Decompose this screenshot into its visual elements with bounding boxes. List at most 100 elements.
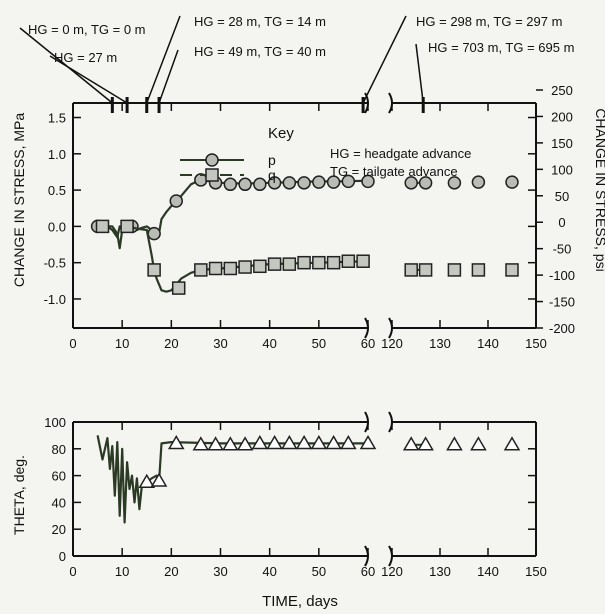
theta-axes: 0 20 40 60 80 100 0 10 20 30 40 50 60 120 130 140 150 <box>44 411 547 579</box>
p-point <box>418 176 433 190</box>
psi-tick-label: -50 <box>553 242 572 257</box>
annotation-hg49-pointer <box>158 49 179 104</box>
p-point <box>267 176 282 190</box>
theta-point <box>470 436 487 451</box>
y-tick-label: 80 <box>52 442 66 457</box>
stress-right-y-axis-label: CHANGE IN STRESS, psi <box>593 108 605 271</box>
stress-y-axis-label: CHANGE IN STRESS, MPa <box>11 113 27 287</box>
x-tick-label: 150 <box>525 564 547 579</box>
psi-tick-label: 150 <box>551 136 573 151</box>
theta-point <box>310 434 328 450</box>
x-tick-label: 0 <box>69 564 76 579</box>
theta-y-axis-label: THETA, deg. <box>11 455 27 535</box>
stress-chart: -1.0 -0.5 0.0 0.5 1.0 1.5 0 10 20 30 40 50 60 120 130 1… <box>11 83 605 351</box>
x-tick-label: 10 <box>115 564 129 579</box>
key-legend: Key p q HG = headgate advance TG = tailg… <box>180 125 471 183</box>
y-tick-label: 0.0 <box>48 219 66 234</box>
x-tick-label: 40 <box>262 336 276 351</box>
theta-point <box>192 436 210 451</box>
stress-axes: -1.0 -0.5 0.0 0.5 1.0 1.5 0 10 20 30 40 50 60 120 130 1… <box>44 83 575 351</box>
q-point <box>326 255 341 270</box>
q-point <box>208 261 223 276</box>
x-tick-label: 30 <box>213 564 227 579</box>
x-tick-label: 120 <box>381 336 403 351</box>
p-point <box>447 176 462 190</box>
key-title: Key <box>268 125 294 142</box>
time-x-axis-label: TIME, days <box>262 593 338 610</box>
theta-point <box>207 436 224 451</box>
theta-point <box>402 436 420 451</box>
psi-tick-label: -100 <box>549 268 575 283</box>
annotation-hg0-label: HG = 0 m, TG = 0 m <box>28 22 146 37</box>
x-tick-label: 10 <box>115 336 129 351</box>
annotation-hg28-pointer <box>146 15 181 104</box>
p-point <box>471 175 486 189</box>
p-point <box>326 175 341 189</box>
theta-point <box>236 436 254 451</box>
annotation-hg703-label: HG = 703 m, TG = 695 m <box>428 40 574 55</box>
y-tick-label: 0.5 <box>48 183 66 198</box>
theta-chart: 0 20 40 60 80 100 0 10 20 30 40 50 60 120 130 140 150 TH… <box>11 411 547 610</box>
x-tick-label: 140 <box>477 336 499 351</box>
theta-point <box>295 434 313 450</box>
theta-series <box>96 434 521 524</box>
key-q-label: q <box>268 167 276 183</box>
q-point <box>267 257 282 271</box>
p-point <box>297 176 311 190</box>
psi-tick-label: 200 <box>551 109 573 124</box>
q-point <box>95 219 110 234</box>
theta-point <box>340 434 357 450</box>
y-tick-label: 1.0 <box>48 147 66 162</box>
x-tick-label: 40 <box>262 564 276 579</box>
q-point <box>404 263 418 277</box>
x-tick-label: 0 <box>69 336 76 351</box>
key-hg-text: HG = headgate advance <box>330 146 471 161</box>
x-tick-label: 30 <box>213 336 227 351</box>
p-point <box>147 226 161 241</box>
theta-trace <box>96 435 368 524</box>
x-tick-label: 50 <box>312 336 326 351</box>
x-tick-label: 130 <box>429 564 451 579</box>
x-tick-label: 60 <box>361 336 375 351</box>
theta-point <box>281 434 298 450</box>
p-point <box>238 177 252 192</box>
annotation-hg27-pointer <box>49 55 128 104</box>
theta-point <box>503 436 521 451</box>
p-point <box>312 175 326 189</box>
x-tick-label: 140 <box>477 564 499 579</box>
p-point <box>253 177 267 192</box>
key-tg-text: TG = tailgate advance <box>330 164 458 179</box>
q-point <box>447 263 462 277</box>
q-point <box>238 260 252 274</box>
psi-tick-label: -150 <box>549 295 575 310</box>
theta-point <box>167 434 185 450</box>
q-point <box>253 259 267 274</box>
p-point <box>404 176 418 190</box>
q-point <box>312 255 326 270</box>
p-point <box>223 177 238 192</box>
y-tick-label: -1.0 <box>44 292 66 307</box>
q-point <box>171 281 186 295</box>
key-p-marker <box>205 153 219 167</box>
x-tick-label: 150 <box>525 336 547 351</box>
p-point <box>341 174 356 189</box>
key-q-marker <box>205 168 219 182</box>
x-tick-label: 120 <box>381 564 403 579</box>
annotation-hg703-pointer <box>415 43 424 104</box>
y-tick-label: 20 <box>52 522 66 537</box>
y-tick-label: 0 <box>59 549 66 564</box>
q-point <box>356 254 370 268</box>
theta-point <box>251 434 269 450</box>
y-tick-label: 60 <box>52 469 66 484</box>
psi-tick-label: -200 <box>549 321 575 336</box>
q-point <box>418 263 433 277</box>
theta-point <box>446 436 463 451</box>
q-point <box>471 263 486 277</box>
y-tick-label: 100 <box>44 415 66 430</box>
x-tick-label: 50 <box>312 564 326 579</box>
psi-tick-label: 100 <box>551 162 573 177</box>
psi-tick-label: 0 <box>558 215 565 230</box>
p-point <box>282 176 297 190</box>
y-tick-label: -0.5 <box>44 256 66 271</box>
